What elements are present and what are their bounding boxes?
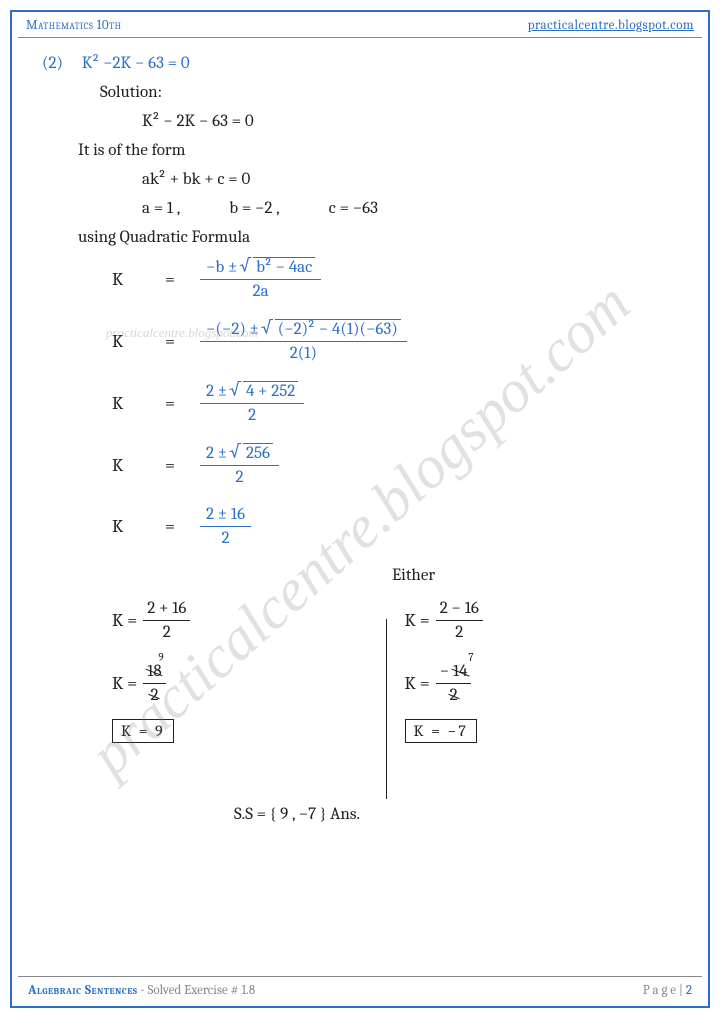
right-r2: K = − 147 2 <box>405 662 679 705</box>
formula-step-3: K = 2 ± 4 + 252 2 <box>112 381 678 425</box>
equals-sign: = <box>140 269 200 290</box>
header-right-link[interactable]: practicalcentre.blogspot.com <box>528 18 694 33</box>
formula-step-5: K = 2 ± 16 2 <box>112 505 678 548</box>
content-area: (2) K² −2K − 63 = 0 Solution: K² − 2K − … <box>12 38 708 824</box>
solution-set: S.S = { 9 , −7 } Ans. <box>234 805 678 824</box>
either-label: Either <box>392 566 678 585</box>
standard-form: ak² + bk + c = 0 <box>142 170 678 189</box>
left-result: K = 9 <box>112 719 386 743</box>
footer-left: Algebraic Sentences - Solved Exercise # … <box>28 983 255 998</box>
coeff-c: c = −63 <box>329 199 378 218</box>
branch-divider <box>386 619 387 799</box>
question-number: (2) <box>42 54 78 73</box>
form-label: It is of the form <box>78 141 678 160</box>
equation-restate: K² − 2K − 63 = 0 <box>142 112 678 131</box>
coeff-a: a = 1 , <box>142 199 180 218</box>
branch-right: K = 2 − 162 K = − 147 2 K = −7 <box>405 593 679 799</box>
page-footer: Algebraic Sentences - Solved Exercise # … <box>18 976 702 1000</box>
coeff-b: b = −2 , <box>229 199 279 218</box>
question-line: (2) K² −2K − 63 = 0 <box>42 54 678 73</box>
footer-right: P a g e | 2 <box>643 983 692 998</box>
right-r1: K = 2 − 162 <box>405 599 679 642</box>
solution-label: Solution: <box>100 83 678 102</box>
question-equation: K² −2K − 63 = 0 <box>82 54 190 73</box>
formula-step-4: K = 2 ± 256 2 <box>112 443 678 487</box>
header-left: Mathematics 10th <box>26 18 121 33</box>
coefficients: a = 1 , b = −2 , c = −63 <box>142 199 678 218</box>
either-branches: K = 2 + 162 K = 189 2 K = 9 K = <box>112 593 678 799</box>
method-label: using Quadratic Formula <box>78 228 678 247</box>
formula-step-1: K = −b ± b² − 4ac 2a <box>112 257 678 301</box>
page-header: Mathematics 10th practicalcentre.blogspo… <box>12 12 708 37</box>
page-frame: Mathematics 10th practicalcentre.blogspo… <box>10 10 710 1008</box>
right-result: K = −7 <box>405 719 679 743</box>
left-r2: K = 189 2 <box>112 662 386 705</box>
step-fraction: −b ± b² − 4ac 2a <box>200 257 321 301</box>
formula-step-2: practicalcentre.blogspot.com K = −(−2) ±… <box>112 319 678 363</box>
step-lhs: K <box>112 269 140 290</box>
branch-left: K = 2 + 162 K = 189 2 K = 9 <box>112 593 386 799</box>
left-r1: K = 2 + 162 <box>112 599 386 642</box>
watermark-small: practicalcentre.blogspot.com <box>106 325 258 341</box>
